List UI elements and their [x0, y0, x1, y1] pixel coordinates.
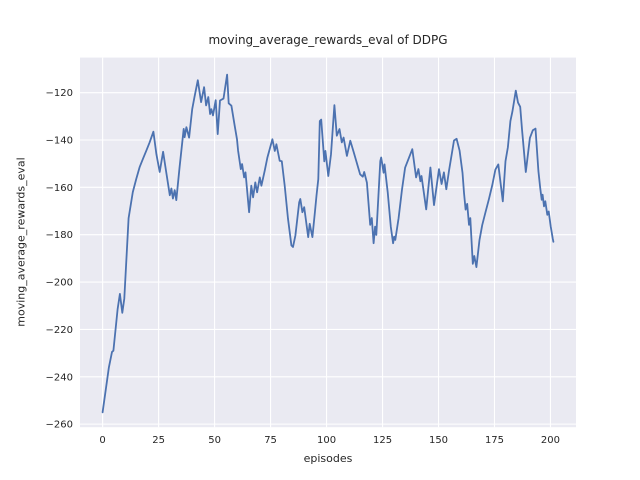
y-tick-label: −180	[46, 230, 73, 241]
y-tick-label: −240	[46, 372, 73, 383]
x-tick-label: 50	[208, 435, 221, 446]
y-tick-label: −140	[46, 135, 73, 146]
y-axis-label: moving_average_rewards_eval	[14, 157, 28, 327]
y-tick-label: −260	[46, 420, 73, 431]
x-tick-label: 0	[99, 435, 105, 446]
x-axis-label: episodes	[303, 452, 353, 465]
data-line-series	[101, 73, 555, 414]
x-tick-label: 25	[152, 435, 165, 446]
x-tick-label: 100	[317, 435, 336, 446]
axes-background	[80, 57, 576, 428]
x-tick-label: 125	[373, 435, 392, 446]
y-tick-label: −220	[46, 325, 73, 336]
y-tick-label: −200	[46, 278, 73, 289]
chart-title: moving_average_rewards_eval of DDPG	[208, 33, 448, 47]
y-tick-label: −120	[46, 88, 73, 99]
x-tick-label: 175	[485, 435, 504, 446]
y-tick-label: −160	[46, 183, 73, 194]
x-tick-label: 200	[541, 435, 560, 446]
x-tick-label: 75	[264, 435, 277, 446]
x-tick-label: 150	[429, 435, 448, 446]
